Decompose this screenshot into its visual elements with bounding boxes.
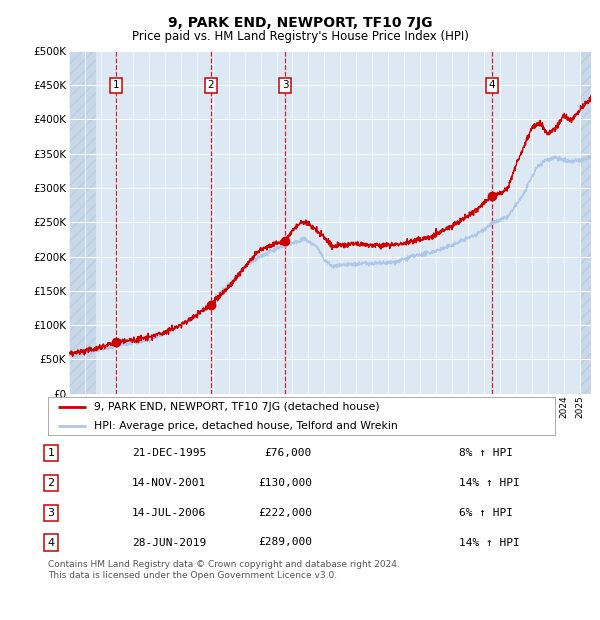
Text: 14-JUL-2006: 14-JUL-2006 bbox=[132, 508, 206, 518]
Bar bbox=[69, 51, 96, 394]
Text: £289,000: £289,000 bbox=[258, 538, 312, 547]
Text: 1: 1 bbox=[47, 448, 55, 458]
Text: 14% ↑ HPI: 14% ↑ HPI bbox=[459, 478, 520, 488]
Text: 2: 2 bbox=[47, 478, 55, 488]
Text: 21-DEC-1995: 21-DEC-1995 bbox=[132, 448, 206, 458]
Text: 6% ↑ HPI: 6% ↑ HPI bbox=[459, 508, 513, 518]
Text: 2: 2 bbox=[207, 80, 214, 90]
Text: 4: 4 bbox=[47, 538, 55, 547]
Text: 3: 3 bbox=[282, 80, 289, 90]
Text: HPI: Average price, detached house, Telford and Wrekin: HPI: Average price, detached house, Telf… bbox=[94, 421, 397, 431]
Text: 14-NOV-2001: 14-NOV-2001 bbox=[132, 478, 206, 488]
Bar bbox=[581, 51, 591, 394]
Text: £76,000: £76,000 bbox=[265, 448, 312, 458]
Text: 3: 3 bbox=[47, 508, 55, 518]
Text: 14% ↑ HPI: 14% ↑ HPI bbox=[459, 538, 520, 547]
Text: 28-JUN-2019: 28-JUN-2019 bbox=[132, 538, 206, 547]
Text: Contains HM Land Registry data © Crown copyright and database right 2024.
This d: Contains HM Land Registry data © Crown c… bbox=[48, 560, 400, 580]
Text: 8% ↑ HPI: 8% ↑ HPI bbox=[459, 448, 513, 458]
Text: 9, PARK END, NEWPORT, TF10 7JG: 9, PARK END, NEWPORT, TF10 7JG bbox=[168, 16, 432, 30]
Text: £130,000: £130,000 bbox=[258, 478, 312, 488]
Text: 4: 4 bbox=[488, 80, 495, 90]
Text: 9, PARK END, NEWPORT, TF10 7JG (detached house): 9, PARK END, NEWPORT, TF10 7JG (detached… bbox=[94, 402, 379, 412]
Text: £222,000: £222,000 bbox=[258, 508, 312, 518]
Text: 1: 1 bbox=[113, 80, 120, 90]
Text: Price paid vs. HM Land Registry's House Price Index (HPI): Price paid vs. HM Land Registry's House … bbox=[131, 30, 469, 43]
